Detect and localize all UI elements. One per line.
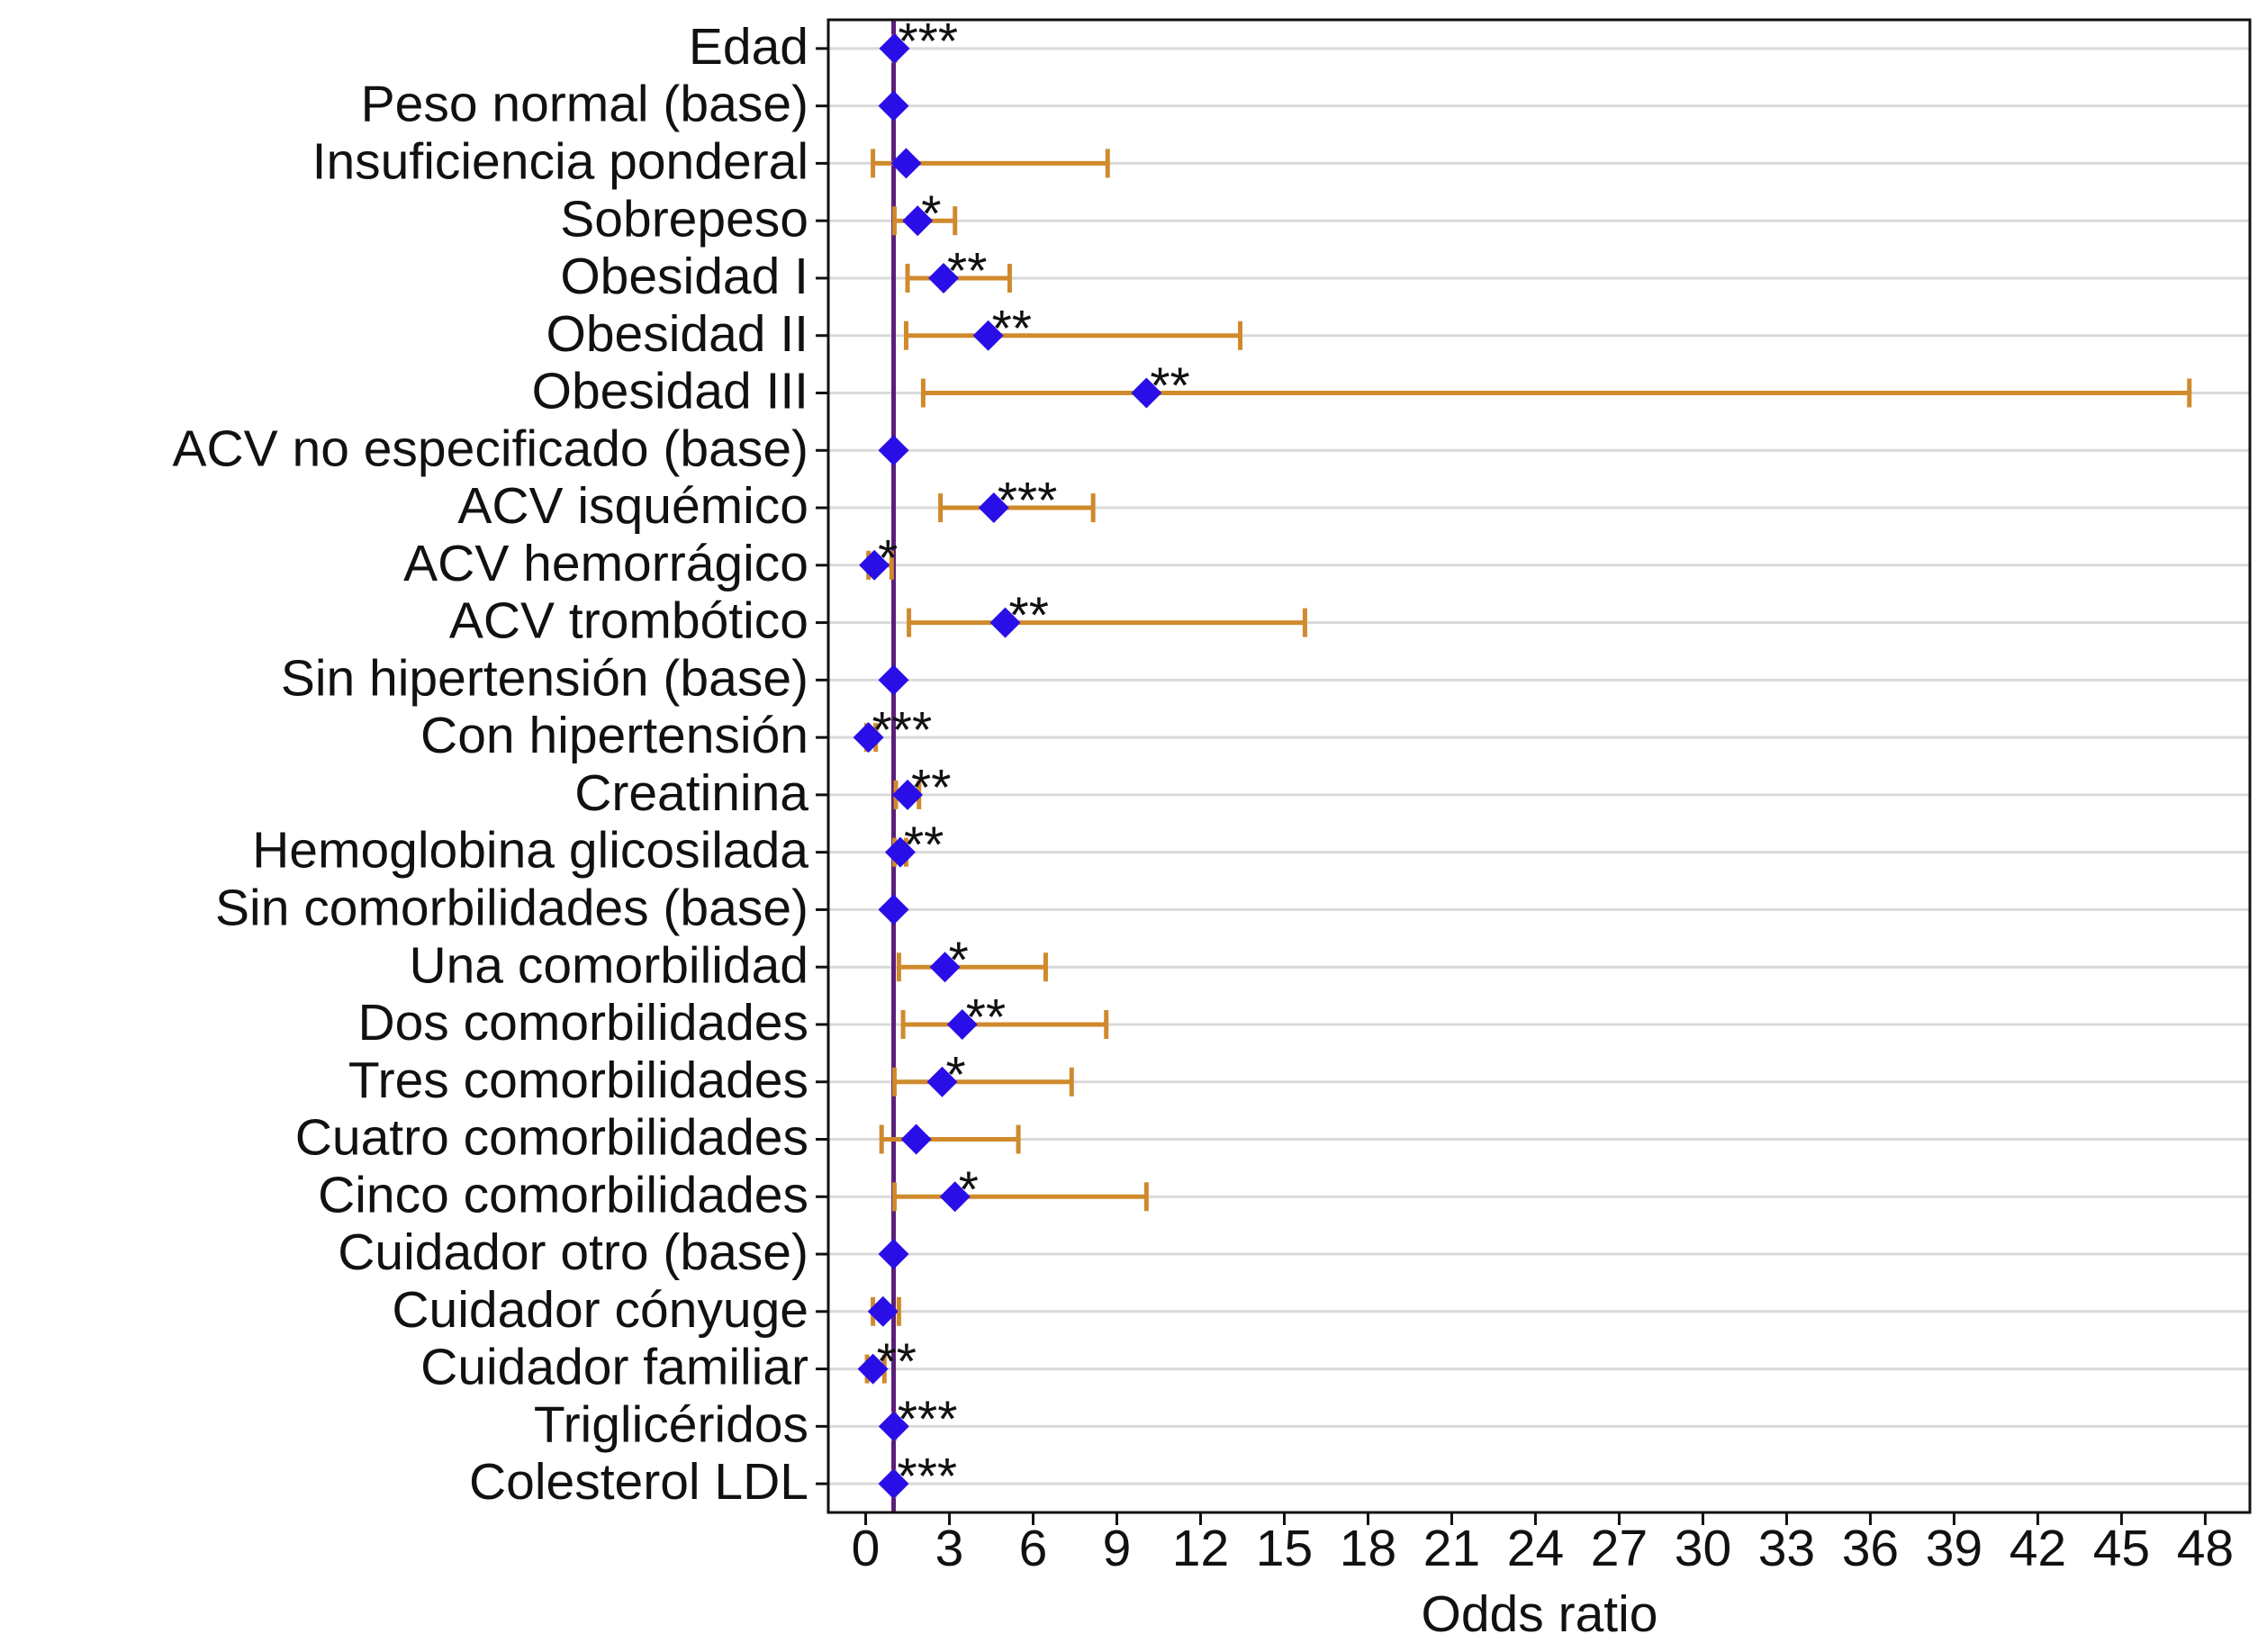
x-tick-label: 33 (1758, 1520, 1815, 1577)
odds-ratio-marker (900, 1124, 932, 1155)
significance-label: * (959, 1160, 979, 1218)
y-tick-label: Sin comorbilidades (base) (215, 879, 808, 936)
x-tick-label: 39 (1926, 1520, 1983, 1577)
significance-label: ** (877, 1333, 917, 1391)
odds-ratio-marker (879, 32, 910, 64)
odds-ratio-marker (878, 90, 909, 122)
y-tick-label: ACV hemorrágico (403, 535, 808, 592)
y-tick-label: Sobrepeso (560, 190, 808, 248)
x-tick-label: 48 (2177, 1520, 2234, 1577)
y-tick-label: Tres comorbilidades (348, 1052, 808, 1109)
significance-label: * (945, 1046, 965, 1104)
y-tick-label: Cuidador otro (base) (338, 1223, 808, 1281)
y-tick-label: Obesidad II (546, 305, 808, 363)
odds-ratio-marker (928, 262, 960, 293)
odds-ratio-marker (989, 607, 1021, 638)
x-tick-label: 27 (1591, 1520, 1648, 1577)
odds-ratio-marker (892, 779, 924, 810)
y-tick-label: Peso normal (base) (361, 76, 808, 133)
odds-ratio-marker (926, 1066, 958, 1097)
y-tick-label: Dos comorbilidades (357, 994, 808, 1052)
x-tick-label: 42 (2010, 1520, 2066, 1577)
x-tick-label: 6 (1019, 1520, 1048, 1577)
x-tick-label: 18 (1340, 1520, 1396, 1577)
y-tick-label: Insuficiencia ponderal (312, 132, 808, 190)
odds-ratio-marker (939, 1181, 971, 1213)
x-tick-label: 3 (935, 1520, 964, 1577)
y-tick-label: ACV no especificado (base) (172, 420, 808, 477)
significance-label: ** (904, 817, 944, 874)
odds-ratio-marker (878, 664, 909, 696)
odds-ratio-marker (884, 836, 916, 868)
y-tick-label: Colesterol LDL (469, 1453, 808, 1511)
x-tick-label: 45 (2093, 1520, 2150, 1577)
significance-label: ** (947, 242, 987, 300)
odds-ratio-marker (878, 1411, 909, 1442)
x-tick-label: 15 (1256, 1520, 1313, 1577)
y-tick-label: Triglicéridos (534, 1395, 808, 1453)
x-tick-label: 9 (1103, 1520, 1132, 1577)
plot-frame (826, 18, 2252, 1514)
significance-label: * (949, 931, 969, 988)
odds-ratio-marker (878, 894, 909, 925)
x-tick-label: 0 (852, 1520, 881, 1577)
odds-ratio-marker (978, 492, 1009, 524)
y-tick-label: Hemoglobina glicosilada (252, 822, 808, 880)
x-tick-label: 12 (1172, 1520, 1229, 1577)
significance-label: ** (1150, 357, 1189, 415)
y-tick-label: ACV trombótico (449, 592, 808, 650)
significance-label: ** (966, 988, 1006, 1046)
odds-ratio-marker (902, 205, 934, 237)
significance-label: * (878, 529, 898, 587)
y-tick-label: Edad (689, 18, 808, 76)
odds-ratio-marker (853, 722, 884, 754)
significance-label: *** (898, 1448, 958, 1505)
y-tick-label: Una comorbilidad (409, 936, 808, 994)
odds-ratio-marker (878, 1468, 909, 1500)
odds-ratio-marker (890, 148, 922, 179)
y-tick-label: Obesidad I (560, 248, 808, 305)
odds-ratio-marker (878, 435, 909, 466)
x-tick-label: 36 (1842, 1520, 1899, 1577)
y-tick-label: Con hipertensión (420, 707, 808, 764)
significance-label: *** (898, 13, 958, 70)
odds-ratio-marker (859, 549, 890, 581)
y-tick-label: Cuidador cónyuge (392, 1281, 808, 1339)
y-tick-label: Creatinina (574, 764, 808, 822)
significance-label: *** (998, 472, 1058, 529)
x-tick-label: 30 (1675, 1520, 1731, 1577)
x-axis-label: Odds ratio (1422, 1585, 1658, 1643)
x-tick-label: 21 (1423, 1520, 1480, 1577)
y-tick-label: Cinco comorbilidades (318, 1166, 808, 1223)
odds-ratio-marker (972, 320, 1004, 351)
y-tick-label: Cuidador familiar (420, 1339, 808, 1396)
y-tick-label: Cuatro comorbilidades (295, 1109, 808, 1167)
significance-label: ** (1009, 587, 1049, 645)
significance-label: *** (898, 1390, 958, 1448)
significance-label: ** (992, 300, 1032, 357)
significance-label: * (921, 185, 941, 242)
odds-ratio-marker (929, 952, 961, 983)
significance-label: *** (872, 701, 933, 759)
odds-ratio-marker (878, 1239, 909, 1270)
odds-ratio-marker (946, 1008, 978, 1040)
y-tick-label: Obesidad III (532, 363, 808, 420)
x-tick-label: 24 (1507, 1520, 1564, 1577)
y-tick-label: ACV isquémico (457, 477, 808, 535)
odds-ratio-marker (867, 1295, 899, 1327)
odds-ratio-marker (1131, 377, 1162, 409)
odds-ratio-marker (857, 1353, 889, 1385)
significance-label: ** (911, 759, 951, 817)
y-tick-label: Sin hipertensión (base) (281, 649, 808, 707)
